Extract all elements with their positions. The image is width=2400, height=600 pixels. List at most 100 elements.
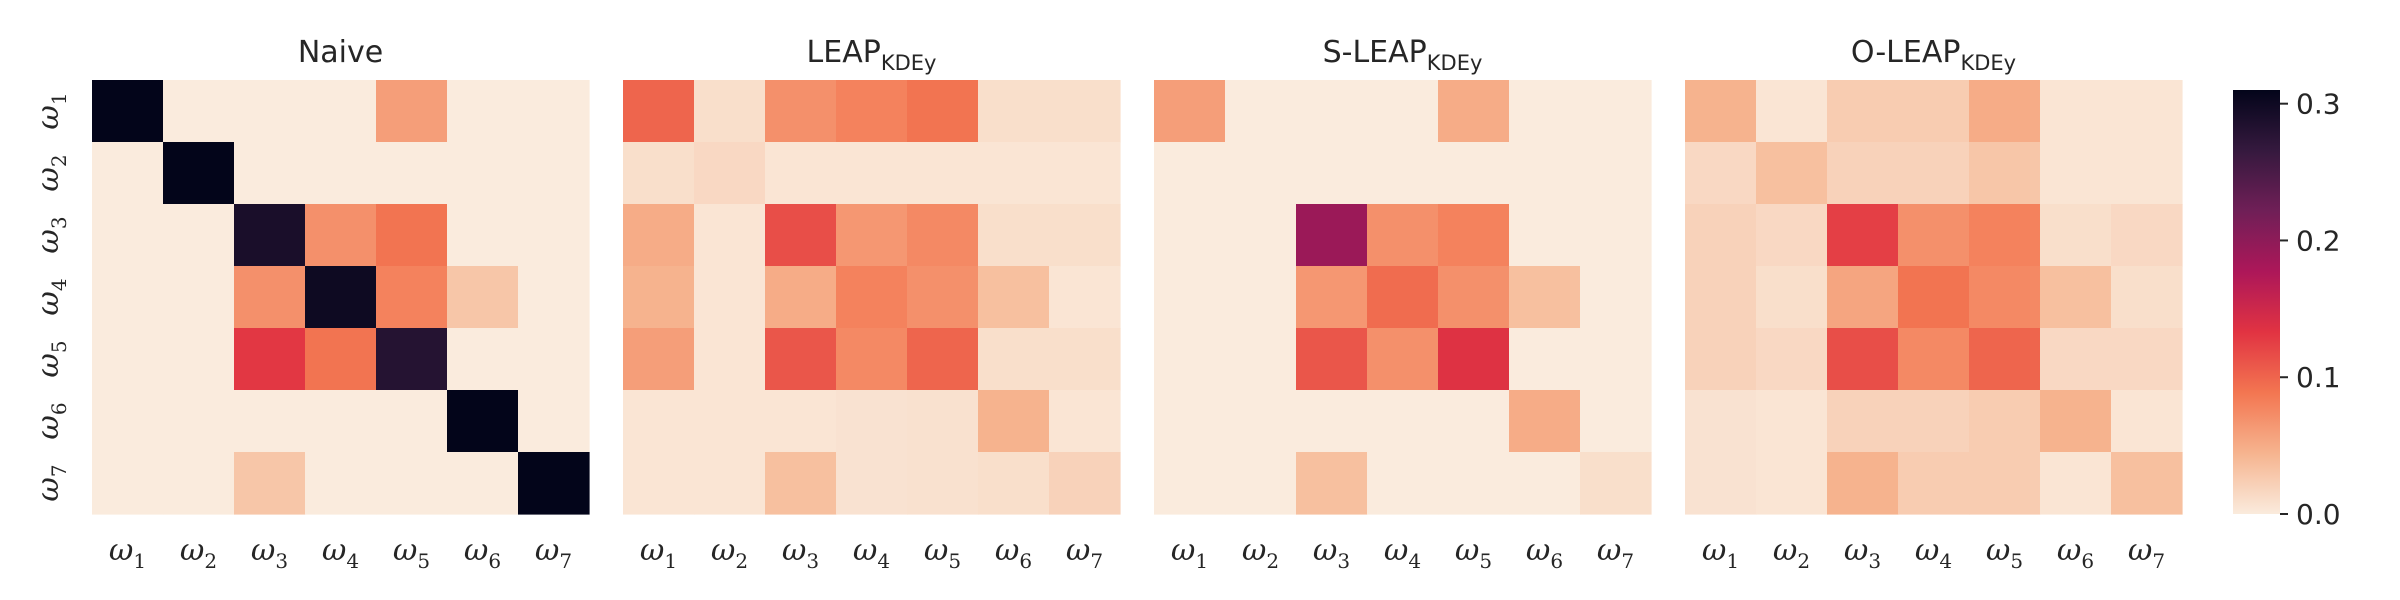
heatmap-cell	[1898, 204, 1970, 267]
heatmap-cell	[1580, 390, 1652, 453]
heatmap-cell	[1685, 266, 1757, 329]
heatmap-cell	[765, 452, 837, 515]
heatmap-cell	[92, 390, 164, 453]
heatmap-cell	[1367, 452, 1439, 515]
heatmap-cell	[518, 142, 590, 205]
heatmap-cell	[1969, 452, 2041, 515]
heatmap-cell	[694, 266, 766, 329]
col-tick-label: ω3	[1844, 533, 1881, 573]
heatmap-cell	[836, 142, 908, 205]
heatmap-cell	[1969, 328, 2041, 391]
heatmap-cell	[1509, 204, 1581, 267]
heatmap-cell	[694, 328, 766, 391]
heatmap-cell	[694, 390, 766, 453]
heatmap-cell	[376, 142, 448, 205]
heatmap-panel-3: S-LEAPKDEy ω1 ω2 ω3 ω4 ω5 ω6 ω7	[1154, 35, 1652, 573]
heatmap-cell	[1898, 328, 1970, 391]
heatmap-cell	[1969, 80, 2041, 143]
heatmap-cell	[2111, 204, 2183, 267]
heatmap-cell	[1969, 266, 2041, 329]
heatmap-cell	[836, 452, 908, 515]
col-tick-label: ω7	[1066, 533, 1103, 573]
heatmap-cell	[1580, 80, 1652, 143]
col-tick-label: ω7	[535, 533, 572, 573]
colorbar-tick-label: 0.1	[2296, 361, 2341, 394]
heatmap-cell	[765, 328, 837, 391]
col-tick-label: ω4	[322, 533, 359, 573]
col-tick-label: ω6	[2057, 533, 2094, 573]
heatmap-cell	[1438, 142, 1510, 205]
heatmap-cell	[1049, 204, 1121, 267]
heatmap-cell	[447, 80, 519, 143]
col-tick-label: ω2	[711, 533, 748, 573]
heatmap-cell	[518, 452, 590, 515]
heatmap-cell	[2111, 142, 2183, 205]
heatmap-cell	[376, 328, 448, 391]
heatmap-cell	[2111, 80, 2183, 143]
heatmap-cell	[1580, 452, 1652, 515]
heatmap-cell	[1685, 328, 1757, 391]
heatmap-cell	[1049, 328, 1121, 391]
heatmap-cell	[1756, 390, 1828, 453]
row-tick-label: ω3	[31, 216, 71, 253]
heatmap-cell	[978, 80, 1050, 143]
heatmap-cell	[376, 204, 448, 267]
heatmap-cell	[92, 452, 164, 515]
heatmap-cell	[1756, 204, 1828, 267]
heatmap-cell	[163, 142, 235, 205]
heatmap-cell	[1438, 204, 1510, 267]
heatmap-cell	[1154, 390, 1226, 453]
heatmap-cell	[1509, 452, 1581, 515]
heatmap-cell	[305, 80, 377, 143]
heatmap-cell	[1367, 266, 1439, 329]
col-tick-label: ω3	[251, 533, 288, 573]
heatmap-cell	[163, 328, 235, 391]
col-tick-label: ω6	[995, 533, 1032, 573]
heatmap-cell	[518, 328, 590, 391]
heatmap-cell	[907, 390, 979, 453]
heatmap-cell	[447, 142, 519, 205]
heatmap-cell	[1225, 452, 1297, 515]
col-tick-label: ω5	[924, 533, 961, 573]
heatmap-cell	[305, 204, 377, 267]
heatmap-cell	[447, 266, 519, 329]
heatmap-cell	[836, 266, 908, 329]
heatmap-cell	[623, 452, 695, 515]
heatmap-cell	[1154, 452, 1226, 515]
heatmap-cell	[1756, 452, 1828, 515]
col-tick-label: ω6	[1526, 533, 1563, 573]
heatmap-cell	[1225, 390, 1297, 453]
heatmap-cell	[836, 328, 908, 391]
heatmap-cell	[92, 328, 164, 391]
heatmap-cell	[2040, 328, 2112, 391]
heatmap-cell	[623, 390, 695, 453]
heatmap-cell	[2040, 390, 2112, 453]
heatmap-cell	[1438, 452, 1510, 515]
heatmap-cell	[1296, 390, 1368, 453]
heatmap-cell	[1685, 142, 1757, 205]
heatmap-cell	[1827, 452, 1899, 515]
heatmap-cell	[1898, 80, 1970, 143]
heatmap-cell	[1509, 80, 1581, 143]
panel-title: S-LEAPKDEy	[1323, 35, 1483, 75]
colorbar: 0.0 0.1 0.2 0.3	[2233, 88, 2341, 531]
col-tick-label: ω4	[1915, 533, 1952, 573]
heatmap-cell	[376, 266, 448, 329]
heatmap-cell	[2111, 452, 2183, 515]
heatmap-cell	[1509, 266, 1581, 329]
heatmap-cell	[1049, 390, 1121, 453]
heatmap-cell	[1225, 142, 1297, 205]
heatmap-cell	[2040, 452, 2112, 515]
heatmap-cell	[1049, 452, 1121, 515]
heatmap-cell	[978, 390, 1050, 453]
col-tick-label: ω4	[853, 533, 890, 573]
col-tick-label: ω1	[640, 533, 677, 573]
row-tick-label: ω5	[31, 340, 71, 377]
row-tick-label: ω1	[31, 92, 71, 129]
row-tick-label: ω6	[31, 402, 71, 439]
heatmap-cell	[765, 266, 837, 329]
heatmap-cell	[92, 204, 164, 267]
heatmap-cell	[376, 80, 448, 143]
heatmap-cell	[1580, 328, 1652, 391]
heatmap-cell	[1367, 80, 1439, 143]
